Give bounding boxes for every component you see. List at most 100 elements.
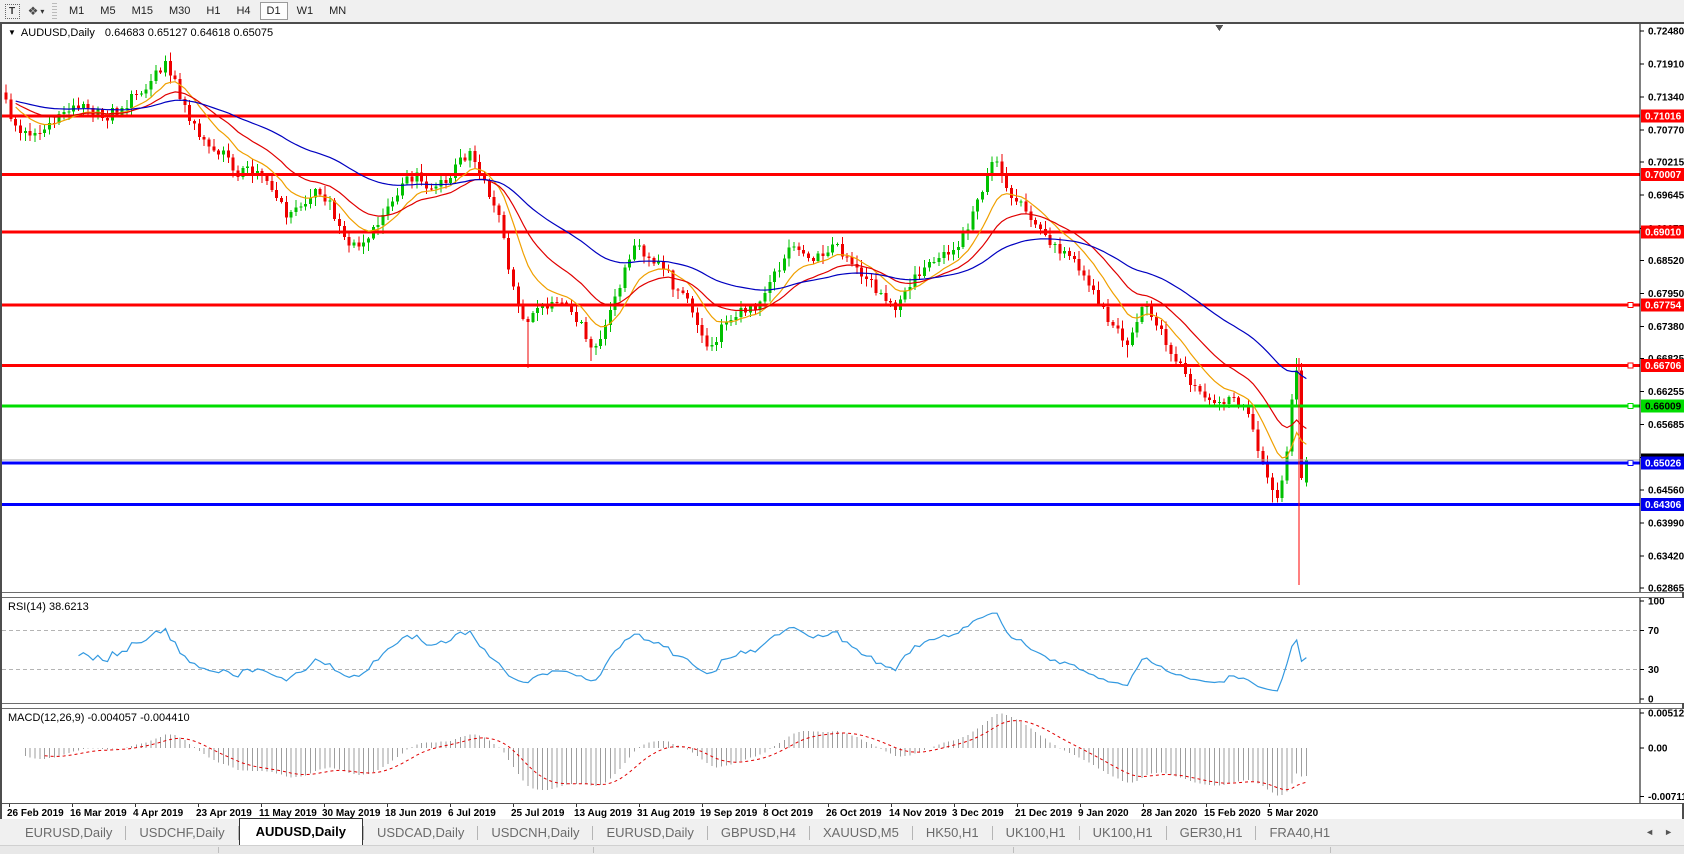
date-tick — [261, 804, 262, 807]
chart-tab-eurusd-daily[interactable]: EURUSD,Daily — [606, 825, 694, 840]
horizontal-line[interactable] — [2, 503, 1640, 506]
date-axis[interactable]: 26 Feb 2019 16 Mar 2019 4 Apr 2019 23 Apr 2… — [2, 803, 1682, 822]
price-axis-tick: 0.64560 — [1648, 485, 1684, 496]
horizontal-line[interactable] — [2, 303, 1640, 307]
price-axis-tick: 0.71910 — [1648, 60, 1684, 71]
macd-axis-tick: 0.00 — [1648, 744, 1668, 755]
price-badge[interactable]: 0.64306 — [1641, 498, 1684, 511]
chart-tab-uk100-h1[interactable]: UK100,H1 — [1005, 825, 1066, 840]
pane-separator[interactable] — [2, 592, 1682, 598]
macd-canvas[interactable]: 0.005121 0.00 -0.007111 — [2, 709, 1684, 803]
timeframe-button-w1[interactable]: W1 — [296, 5, 314, 17]
date-axis-label: 31 Aug 2019 — [637, 808, 695, 819]
chart-tab-ger30-h1[interactable]: GER30,H1 — [1179, 825, 1243, 840]
chart-tab-usdcnh-daily[interactable]: USDCNH,Daily — [491, 825, 580, 840]
horizontal-line[interactable] — [2, 461, 1640, 465]
price-axis-tick: 0.69645 — [1648, 191, 1684, 202]
tab-scroll-right-button[interactable]: ► — [1664, 827, 1673, 837]
chart-shift-marker[interactable] — [1215, 25, 1224, 31]
timeframe-button-mn[interactable]: MN — [329, 5, 347, 17]
svg-text:0.65026: 0.65026 — [1645, 458, 1682, 469]
price-badge[interactable]: 0.67754 — [1641, 298, 1684, 312]
svg-text:0.70007: 0.70007 — [1645, 170, 1682, 181]
macd-label: MACD(12,26,9) -0.004057 -0.004410 — [8, 712, 190, 724]
price-badge[interactable]: 0.71016 — [1641, 109, 1684, 123]
chart-tab-hk50-h1[interactable]: HK50,H1 — [925, 825, 979, 840]
horizontal-line[interactable] — [2, 364, 1640, 367]
ma-slow-line — [15, 99, 1307, 380]
collapse-triangle-icon[interactable]: ▼ — [8, 28, 16, 37]
tab-divider — [911, 826, 913, 840]
price-badge[interactable]: 0.66009 — [1641, 399, 1684, 413]
date-axis-label: 26 Feb 2019 — [7, 808, 64, 819]
dropdown-caret-icon: ▾ — [40, 6, 45, 16]
date-tick — [324, 804, 325, 807]
chart-tab-uk100-h1[interactable]: UK100,H1 — [1092, 825, 1153, 840]
diamond-arrows-icon: ❖ — [27, 4, 39, 18]
date-tick — [765, 804, 766, 807]
timeframe-button-m15[interactable]: M15 — [131, 5, 153, 17]
rsi-axis-tick: 70 — [1648, 626, 1660, 637]
line-handle[interactable] — [1627, 362, 1634, 369]
arrange-tool-button[interactable]: ❖ ▾ — [25, 1, 47, 21]
chart-tab-bar: EURUSD,Daily USDCHF,Daily AUDUSD,Daily USDC… — [0, 818, 1684, 845]
date-tick — [387, 804, 388, 807]
horizontal-line[interactable] — [2, 172, 1640, 176]
macd-pane[interactable]: MACD(12,26,9) -0.004057 -0.004410 0.0051… — [2, 709, 1684, 803]
chart-ohlc-values: 0.64683 0.65127 0.64618 0.65075 — [104, 27, 274, 39]
timeframe-button-h4[interactable]: H4 — [236, 5, 251, 17]
price-chart-canvas[interactable]: 0.72480 0.71910 0.71340 0.70770 0.70215 0.696… — [2, 24, 1684, 592]
timeframe-button-h1[interactable]: H1 — [206, 5, 221, 17]
chart-window: ▼ AUDUSD,Daily 0.64683 0.65127 0.64618 0.6… — [0, 22, 1684, 822]
horizontal-line[interactable] — [2, 230, 1640, 234]
tab-divider — [1255, 826, 1257, 840]
rsi-canvas[interactable]: 100 70 30 0 — [2, 598, 1684, 703]
chart-tab-fra40-h1[interactable]: FRA40,H1 — [1269, 825, 1331, 840]
tab-divider — [706, 826, 708, 840]
price-axis-tick: 0.62865 — [1648, 584, 1684, 593]
date-tick — [9, 804, 10, 807]
date-axis-label: 6 Jul 2019 — [448, 808, 496, 819]
price-axis-tick: 0.67950 — [1648, 289, 1684, 300]
line-handle[interactable] — [1627, 459, 1634, 466]
price-badge[interactable]: 0.65026 — [1641, 456, 1684, 470]
date-axis-label: 30 May 2019 — [322, 808, 381, 819]
rsi-pane[interactable]: RSI(14) 38.6213 100 70 30 0 — [2, 598, 1684, 703]
date-axis-label: 25 Jul 2019 — [511, 808, 565, 819]
chart-tab-eurusd-daily[interactable]: EURUSD,Daily — [25, 825, 113, 840]
timeframe-button-m1[interactable]: M1 — [69, 5, 85, 17]
date-axis-label: 3 Dec 2019 — [952, 808, 1004, 819]
timeframe-group: M1 M5 M15 M30 H1 H4 D1 W1 MN — [61, 2, 354, 20]
chart-tab-audusd-daily[interactable]: AUDUSD,Daily — [238, 818, 363, 845]
pane-separator[interactable] — [2, 703, 1682, 709]
price-badge[interactable]: 0.66706 — [1641, 359, 1684, 372]
date-axis-label: 28 Jan 2020 — [1141, 808, 1198, 819]
horizontal-line[interactable] — [2, 404, 1640, 408]
date-axis-label: 21 Dec 2019 — [1015, 808, 1073, 819]
line-handle[interactable] — [1627, 301, 1634, 308]
chart-tab-gbpusd-h4[interactable]: GBPUSD,H4 — [720, 825, 797, 840]
timeframe-button-m5[interactable]: M5 — [100, 5, 116, 17]
price-axis-tick: 0.63990 — [1648, 518, 1684, 529]
line-handle[interactable] — [1627, 402, 1634, 409]
date-axis-label: 16 Mar 2019 — [70, 808, 127, 819]
tab-divider — [125, 826, 127, 840]
chart-tab-usdcad-daily[interactable]: USDCAD,Daily — [376, 825, 465, 840]
horizontal-line[interactable] — [2, 114, 1640, 118]
text-tool-icon: T — [4, 3, 20, 19]
date-tick — [72, 804, 73, 807]
price-badge[interactable]: 0.70007 — [1641, 167, 1684, 181]
chart-tab-usdchf-daily[interactable]: USDCHF,Daily — [139, 825, 225, 840]
main-chart-pane[interactable]: ▼ AUDUSD,Daily 0.64683 0.65127 0.64618 0.6… — [2, 24, 1684, 592]
date-tick — [1017, 804, 1018, 807]
chart-tab-xauusd-m5[interactable]: XAUUSD,M5 — [823, 825, 899, 840]
date-tick — [1143, 804, 1144, 807]
timeframe-button-m30[interactable]: M30 — [168, 5, 191, 17]
price-badge[interactable]: 0.69010 — [1641, 225, 1684, 239]
timeframe-button-d1[interactable]: D1 — [259, 2, 288, 20]
svg-text:0.69010: 0.69010 — [1645, 228, 1682, 239]
date-tick — [1206, 804, 1207, 807]
tab-scroll-left-button[interactable]: ◄ — [1645, 827, 1655, 837]
price-axis-tick: 0.68520 — [1648, 256, 1684, 267]
text-tool-button[interactable]: T — [1, 1, 23, 21]
